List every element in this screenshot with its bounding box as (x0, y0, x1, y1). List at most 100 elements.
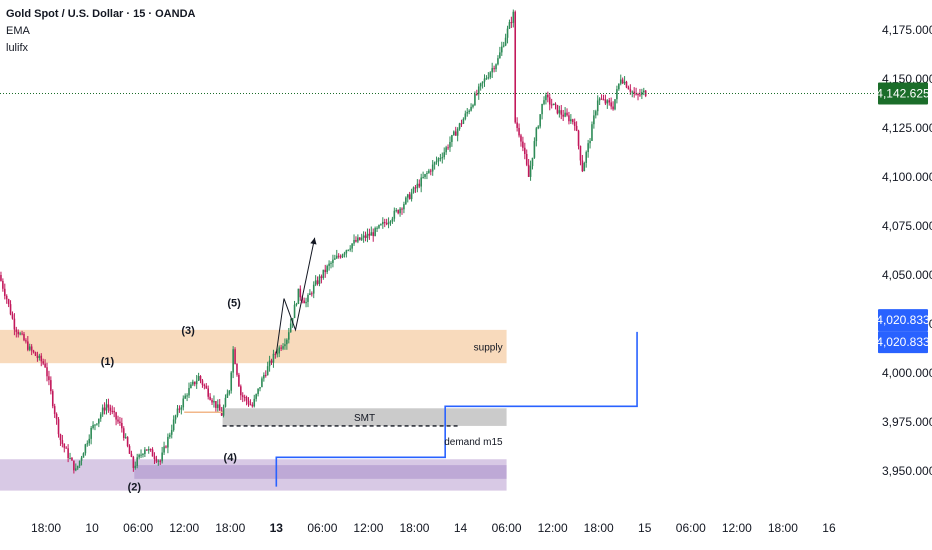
candle (637, 92, 639, 101)
candle (241, 392, 244, 403)
candle (19, 331, 21, 336)
candle (633, 87, 635, 98)
candle (59, 433, 62, 446)
candle (385, 218, 388, 226)
candle (387, 217, 390, 229)
candle (228, 389, 231, 396)
candle (401, 207, 403, 215)
candle (500, 41, 503, 56)
candle (3, 283, 6, 300)
candle (405, 196, 407, 205)
candle (357, 234, 359, 244)
candle (5, 294, 8, 304)
candle (188, 382, 190, 399)
candle (506, 25, 509, 44)
candle (631, 90, 634, 98)
candle (236, 363, 238, 377)
y-tick-label: 4,050.000 (882, 268, 932, 282)
candle (591, 121, 593, 142)
projection-badge-2[interactable]: 4,020.833 (876, 331, 930, 354)
candle (476, 89, 478, 96)
candle (253, 394, 256, 408)
candle (312, 281, 315, 299)
x-tick-label: 12:00 (722, 521, 752, 535)
symbol-title[interactable]: Gold Spot / U.S. Dollar · 15 · OANDA (6, 8, 196, 20)
candle (395, 207, 398, 213)
demand-label: demand m15 (444, 437, 503, 448)
candle (192, 379, 194, 386)
candle (522, 136, 524, 152)
candle (167, 433, 169, 454)
candle (172, 415, 175, 432)
candle (547, 91, 549, 103)
x-tick-label: 15 (638, 521, 652, 535)
candle (558, 105, 561, 118)
candle (596, 95, 599, 116)
candle (470, 103, 472, 112)
wave-label: (5) (227, 297, 241, 309)
candle (203, 383, 206, 390)
candle (539, 114, 541, 129)
candle (554, 102, 557, 110)
axes-layer: 4,175.0004,150.0004,125.0004,100.0004,07… (31, 23, 932, 535)
smt-zone[interactable] (222, 408, 507, 426)
candle (382, 217, 384, 229)
candle (564, 107, 566, 118)
candle (63, 443, 66, 453)
candle (289, 318, 292, 333)
candle (464, 110, 467, 121)
candle (552, 103, 555, 106)
candle (264, 370, 267, 378)
candles-layer (0, 9, 647, 474)
candle (368, 228, 371, 240)
indicator-lulifx[interactable]: lulifx (6, 42, 29, 54)
candle (44, 359, 46, 368)
candle (211, 398, 213, 405)
candle (353, 234, 355, 246)
candle (635, 87, 637, 96)
candle (429, 168, 432, 176)
candle (535, 126, 538, 147)
candle (213, 395, 215, 408)
candle (524, 142, 526, 160)
candle (508, 19, 511, 30)
candle (641, 88, 643, 100)
supply-label: supply (474, 343, 503, 354)
candle (48, 370, 50, 386)
candle (249, 399, 252, 406)
candle (55, 412, 58, 425)
zigzag-projection[interactable] (275, 237, 316, 354)
candle (514, 10, 517, 124)
candle (573, 118, 576, 131)
candle (176, 404, 179, 418)
candle (339, 254, 342, 259)
candle (504, 33, 507, 47)
candle (226, 389, 229, 398)
candle (351, 243, 353, 253)
supply-zone[interactable] (0, 329, 507, 364)
candle (138, 453, 140, 460)
candle (134, 461, 137, 470)
candle (266, 361, 269, 376)
blue-projection-line[interactable] (275, 331, 638, 487)
candle (190, 381, 192, 389)
projection-badge-1[interactable]: 4,020.833 (876, 309, 930, 332)
candle (151, 447, 154, 457)
candle (531, 157, 534, 170)
candle (186, 393, 188, 402)
y-tick-label: 3,950.000 (882, 464, 932, 478)
candle (149, 448, 152, 452)
x-tick-label: 14 (454, 521, 468, 535)
candle (78, 460, 81, 468)
candle (270, 358, 273, 365)
last-price-badge[interactable]: 4,142.625 (876, 82, 930, 105)
candle (2, 278, 4, 292)
candle (51, 389, 54, 409)
x-tick-label: 12:00 (169, 521, 199, 535)
candle (305, 297, 307, 308)
candle (571, 118, 574, 125)
candle (88, 434, 91, 446)
y-tick-label: 3,975.000 (882, 415, 932, 429)
indicator-ema[interactable]: EMA (6, 25, 30, 37)
